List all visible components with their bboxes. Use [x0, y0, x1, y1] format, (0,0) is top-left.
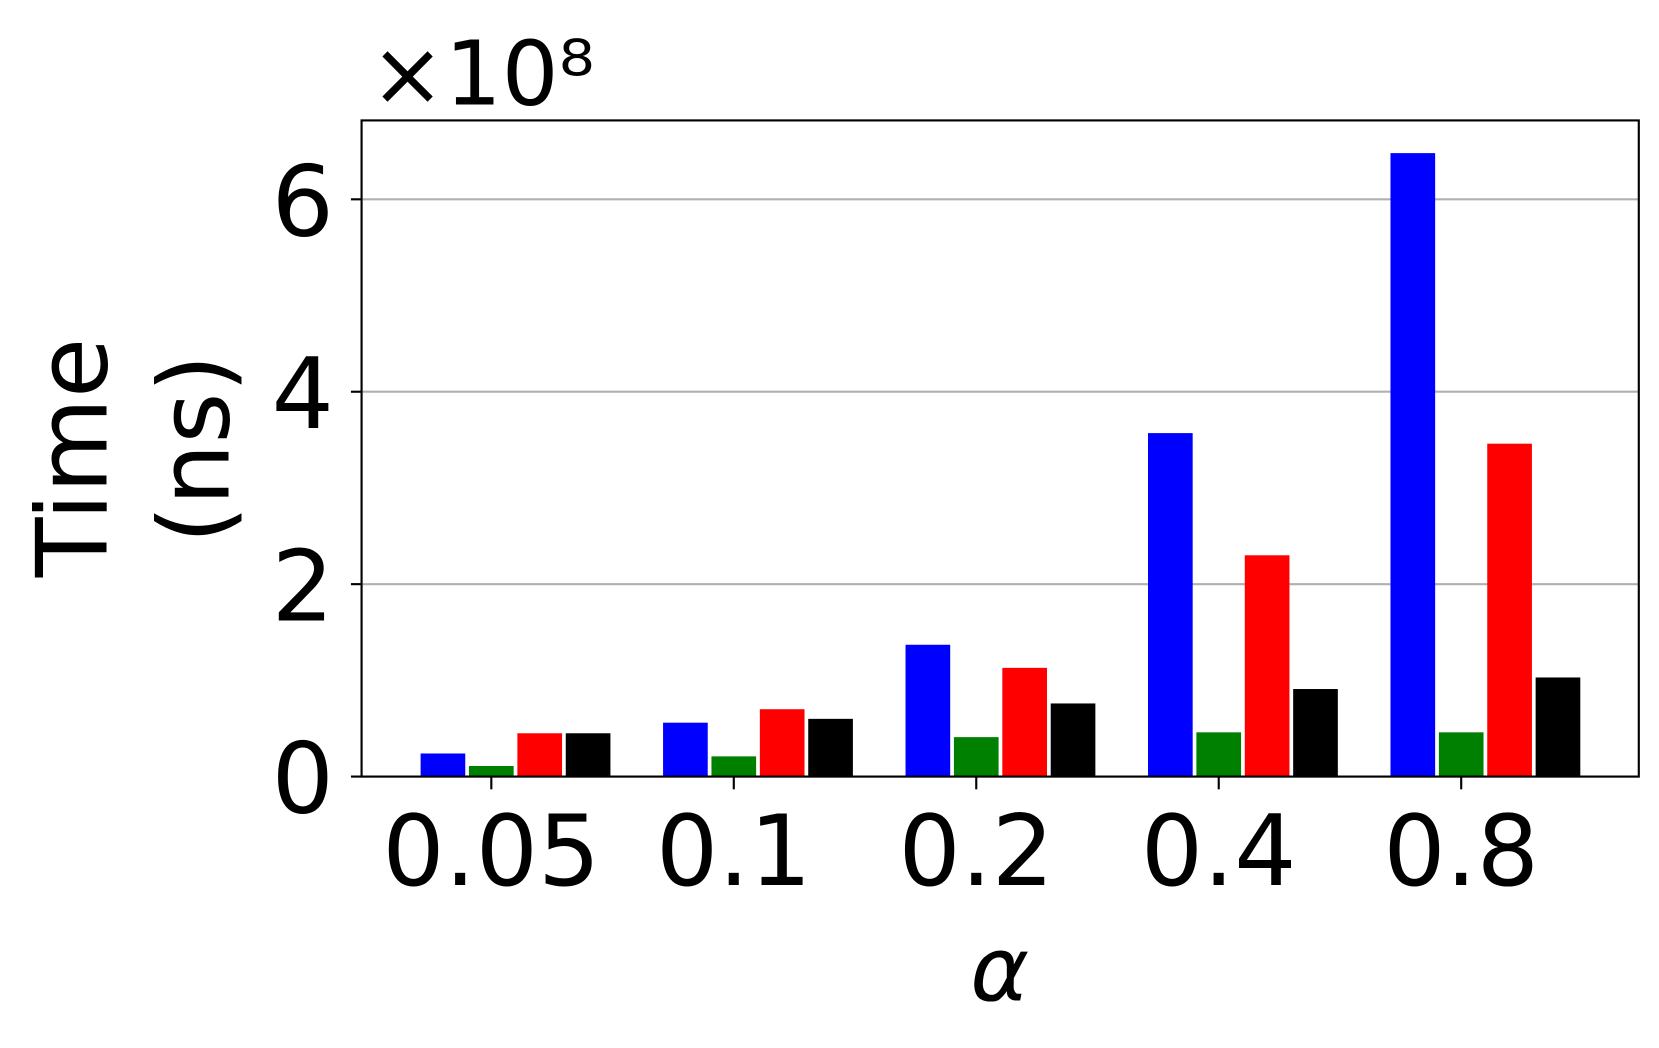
x-tick-label: 0.2	[898, 795, 1054, 909]
bar	[517, 733, 563, 777]
x-tick-label: 0.4	[1141, 795, 1297, 909]
bar	[1535, 677, 1581, 777]
y-tick-label: 6	[272, 145, 334, 259]
y-axis-label: (ns)	[139, 354, 253, 543]
bar	[711, 756, 757, 777]
x-tick-label: 0.8	[1383, 795, 1539, 909]
bar	[1487, 443, 1532, 777]
bar	[1438, 732, 1484, 777]
bar	[953, 737, 999, 777]
bar	[1050, 703, 1096, 777]
bar	[663, 722, 708, 777]
x-tick-label: 0.05	[382, 795, 600, 909]
y-offset-text: ×10⁸	[370, 22, 594, 126]
bar	[1002, 667, 1047, 777]
bar	[759, 709, 805, 777]
bar	[1293, 689, 1338, 777]
x-axis-label: α	[970, 918, 1029, 1022]
y-axis-label: Time	[16, 338, 130, 578]
bar	[420, 753, 466, 777]
bar	[1148, 433, 1193, 777]
bar	[1244, 555, 1290, 777]
bar	[1390, 153, 1436, 777]
x-tick-label: 0.1	[656, 795, 812, 909]
bar	[468, 765, 514, 777]
bar	[808, 718, 853, 777]
bar	[905, 644, 951, 777]
y-tick-label: 0	[272, 723, 334, 837]
y-tick-label: 4	[272, 338, 334, 452]
plot-frame	[360, 119, 1640, 778]
y-tick-label: 2	[272, 530, 334, 644]
bar	[1196, 732, 1242, 777]
bar	[565, 733, 611, 777]
